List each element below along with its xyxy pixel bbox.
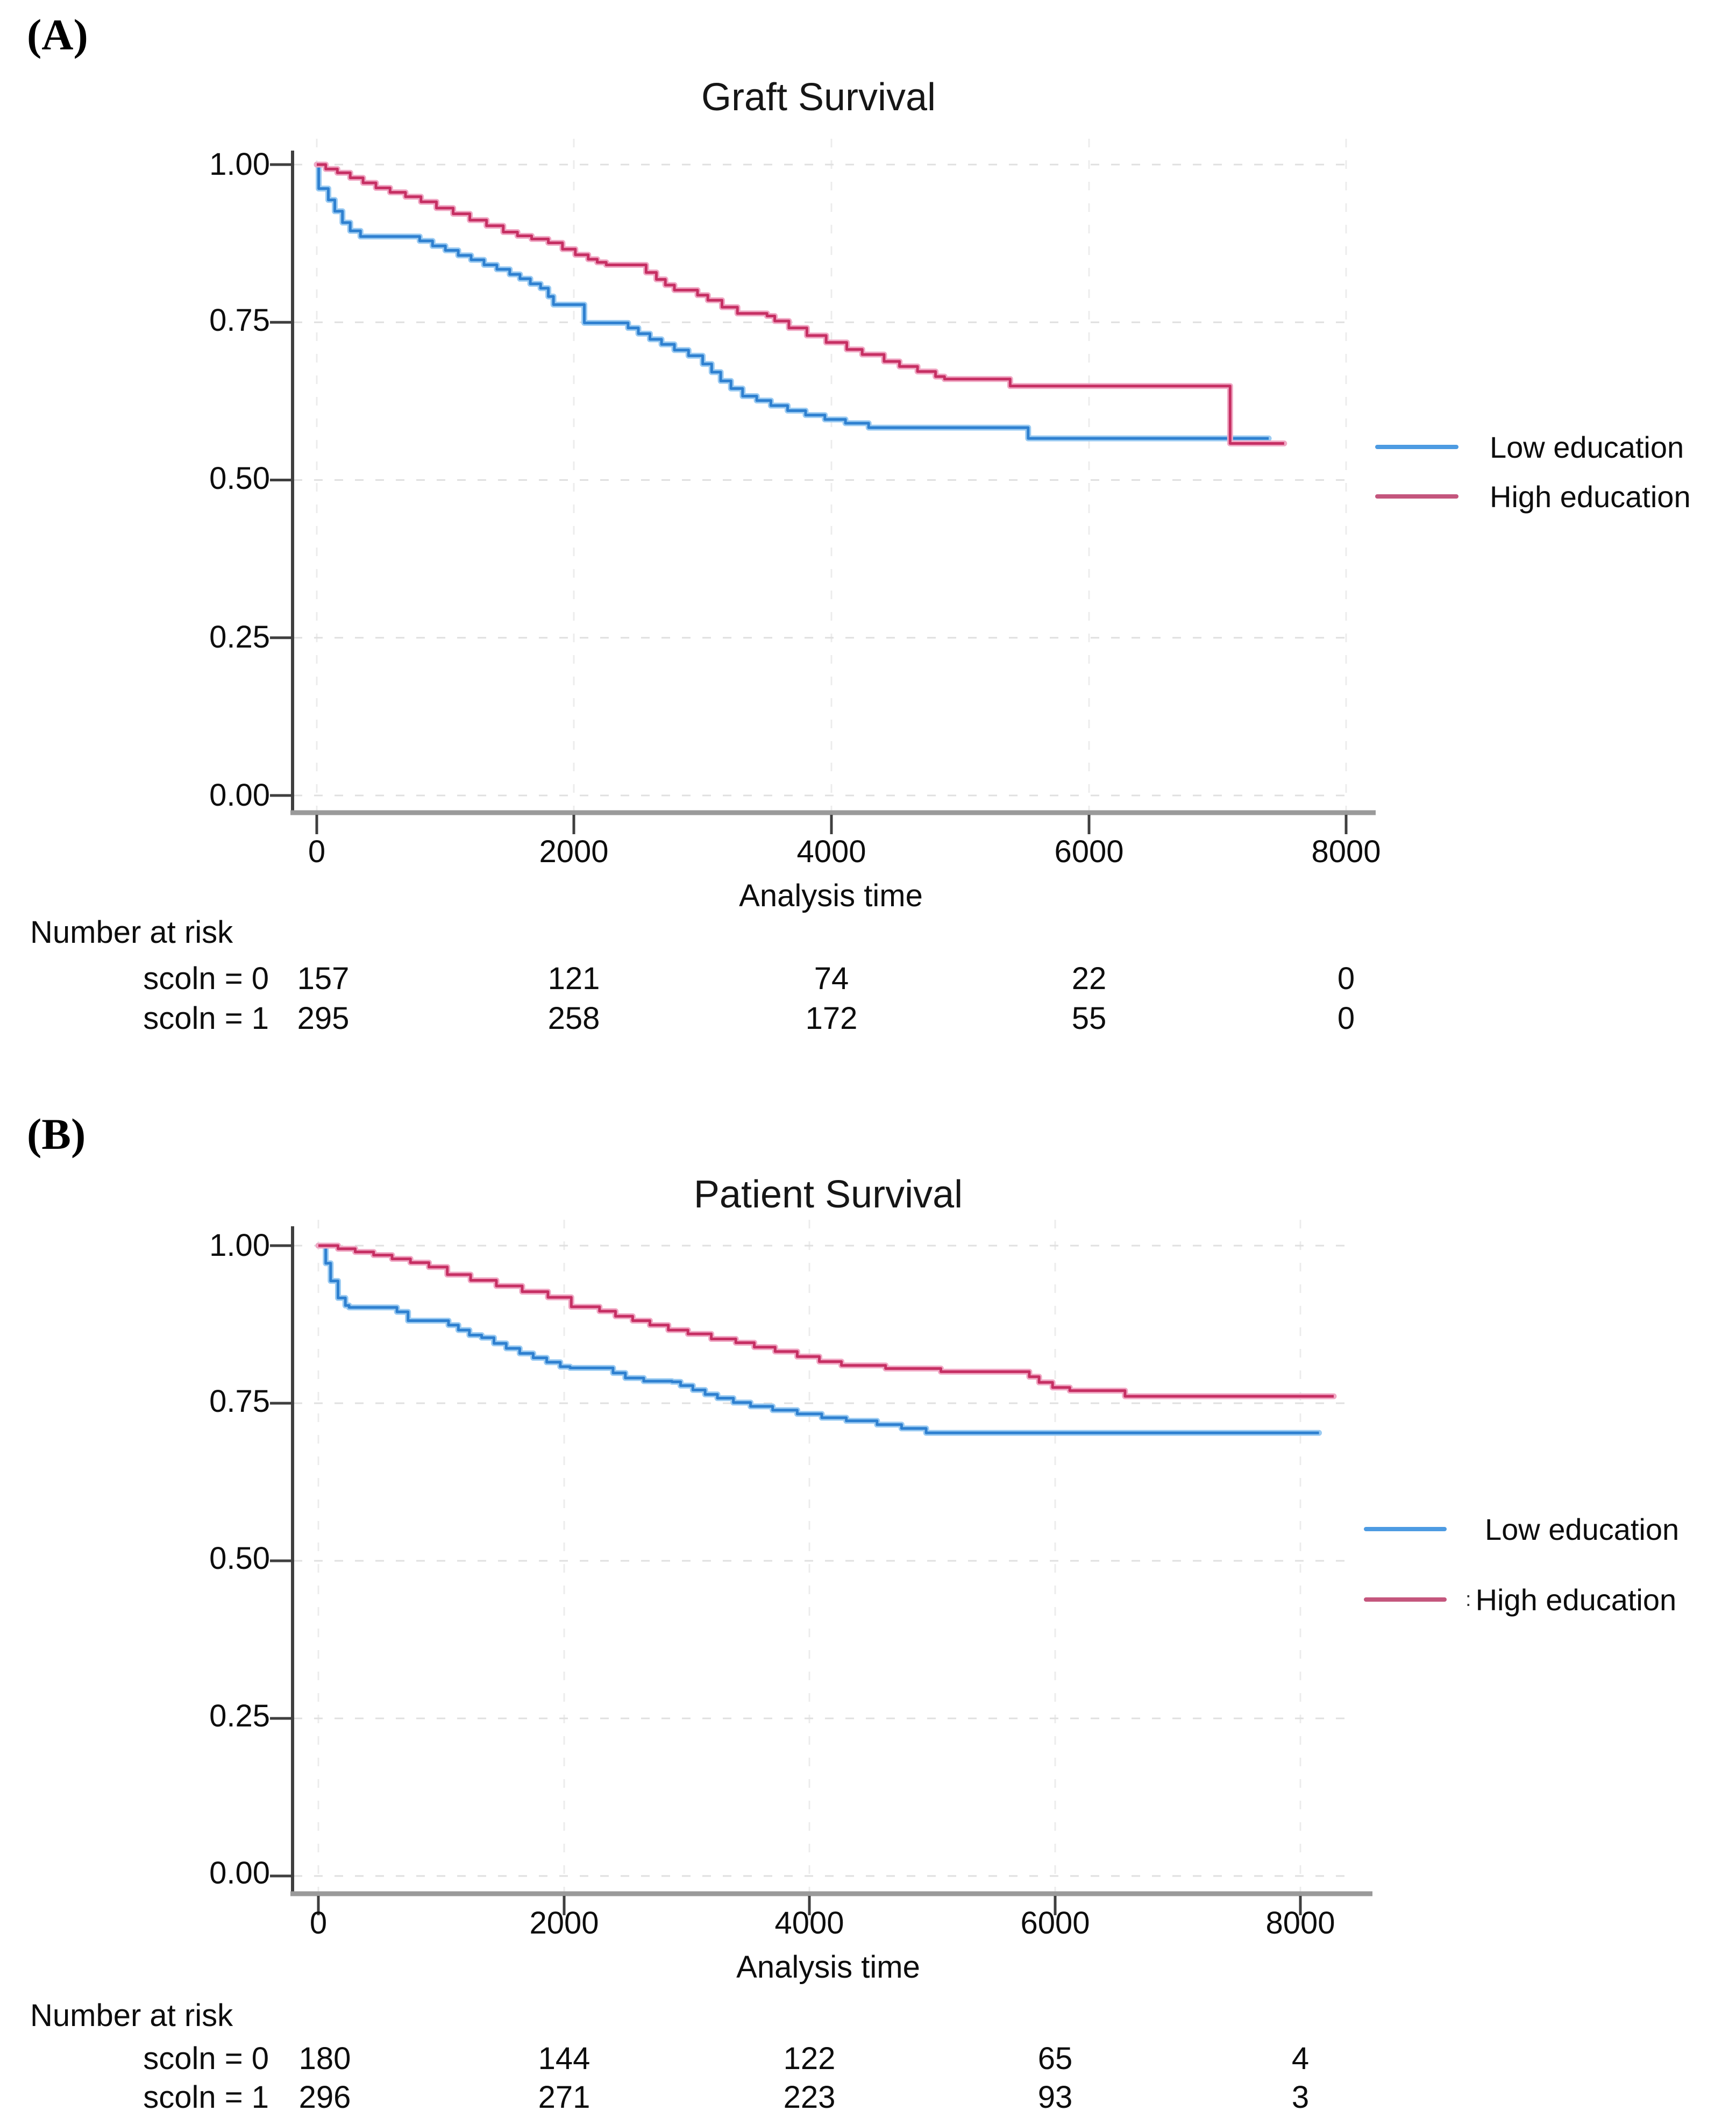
legend-item-low-education: Low education xyxy=(1364,1510,1679,1548)
risk-row-label: scoln = 0 xyxy=(143,961,269,996)
x-tick-label: 4000 xyxy=(774,1906,844,1941)
x-tick-label: 8000 xyxy=(1311,834,1381,869)
legend-item-high-education: : High education xyxy=(1364,1581,1676,1618)
x-tick-label: 8000 xyxy=(1265,1906,1335,1941)
km-plot-graft-survival xyxy=(270,139,1376,834)
risk-table-header: Number at risk xyxy=(30,915,233,950)
panel-b-tag: (B) xyxy=(27,1110,86,1159)
y-tick-label: 0.75 xyxy=(209,1384,270,1419)
y-tick-label: 0.25 xyxy=(209,1698,270,1733)
y-tick-label: 0.25 xyxy=(209,620,270,655)
stray-mark: : xyxy=(1465,1588,1471,1611)
panel-b-title: Patient Survival xyxy=(693,1173,963,1216)
km-curve-high-education xyxy=(318,1244,1334,1398)
risk-value: 0 xyxy=(1337,1001,1355,1036)
risk-value: 144 xyxy=(538,2041,590,2076)
legend-item-low-education: Low education xyxy=(1375,428,1684,466)
y-tick-label: 0.00 xyxy=(209,1856,270,1891)
risk-value: 223 xyxy=(783,2080,836,2115)
x-tick-label: 0 xyxy=(308,834,326,869)
x-tick-label: 6000 xyxy=(1020,1906,1090,1941)
risk-value: 22 xyxy=(1071,961,1107,996)
y-tick-label: 0.75 xyxy=(209,303,270,338)
x-tick-label: 2000 xyxy=(539,834,609,869)
x-tick-label: 6000 xyxy=(1054,834,1124,869)
legend-line-high xyxy=(1375,494,1458,499)
y-tick-label: 0.00 xyxy=(209,778,270,813)
panel-a-title: Graft Survival xyxy=(701,76,936,119)
legend-line-low xyxy=(1375,445,1458,449)
km-curve-low-education xyxy=(317,163,1269,440)
x-tick-label: 2000 xyxy=(529,1906,599,1941)
risk-value: 121 xyxy=(547,961,600,996)
x-axis-title: Analysis time xyxy=(736,1950,920,1985)
legend-label: High education xyxy=(1475,1582,1677,1617)
risk-value: 74 xyxy=(814,961,849,996)
km-plot-patient-survival xyxy=(270,1220,1372,1915)
risk-row-label: scoln = 1 xyxy=(143,1001,269,1036)
risk-value: 0 xyxy=(1337,961,1355,996)
km-curve-halo-low xyxy=(314,161,1272,442)
risk-value: 3 xyxy=(1291,2080,1310,2115)
risk-value: 65 xyxy=(1037,2041,1073,2076)
x-axis-title: Analysis time xyxy=(739,878,923,913)
y-tick-label: 0.50 xyxy=(209,1541,270,1576)
risk-value: 172 xyxy=(805,1001,858,1036)
risk-value: 271 xyxy=(538,2080,590,2115)
risk-row-label: scoln = 0 xyxy=(143,2041,269,2076)
x-tick-label: 4000 xyxy=(796,834,866,869)
risk-value: 4 xyxy=(1291,2041,1310,2076)
legend-label: Low education xyxy=(1485,1512,1680,1546)
y-tick-label: 0.50 xyxy=(209,461,270,496)
risk-value: 122 xyxy=(783,2041,836,2076)
legend-line-low xyxy=(1364,1527,1447,1531)
legend-label: Low education xyxy=(1490,430,1684,464)
risk-value: 55 xyxy=(1071,1001,1107,1036)
legend-line-high xyxy=(1364,1597,1447,1602)
risk-value: 180 xyxy=(298,2041,351,2076)
y-tick-label: 1.00 xyxy=(209,147,270,182)
legend-item-high-education: High education xyxy=(1375,478,1691,515)
risk-table-header: Number at risk xyxy=(30,1998,233,2033)
panel-a-tag: (A) xyxy=(27,10,88,59)
x-tick-label: 0 xyxy=(309,1906,328,1941)
km-curve-low-education xyxy=(318,1244,1319,1434)
risk-value: 157 xyxy=(297,961,350,996)
legend-label: High education xyxy=(1490,479,1691,514)
km-curve-halo-high xyxy=(315,1242,1337,1399)
risk-value: 296 xyxy=(298,2080,351,2115)
y-tick-label: 1.00 xyxy=(209,1228,270,1263)
risk-value: 258 xyxy=(547,1001,600,1036)
km-curve-high-education xyxy=(317,163,1284,445)
risk-row-label: scoln = 1 xyxy=(143,2080,269,2115)
km-curve-halo-high xyxy=(314,161,1287,446)
risk-value: 93 xyxy=(1037,2080,1073,2115)
risk-value: 295 xyxy=(297,1001,350,1036)
